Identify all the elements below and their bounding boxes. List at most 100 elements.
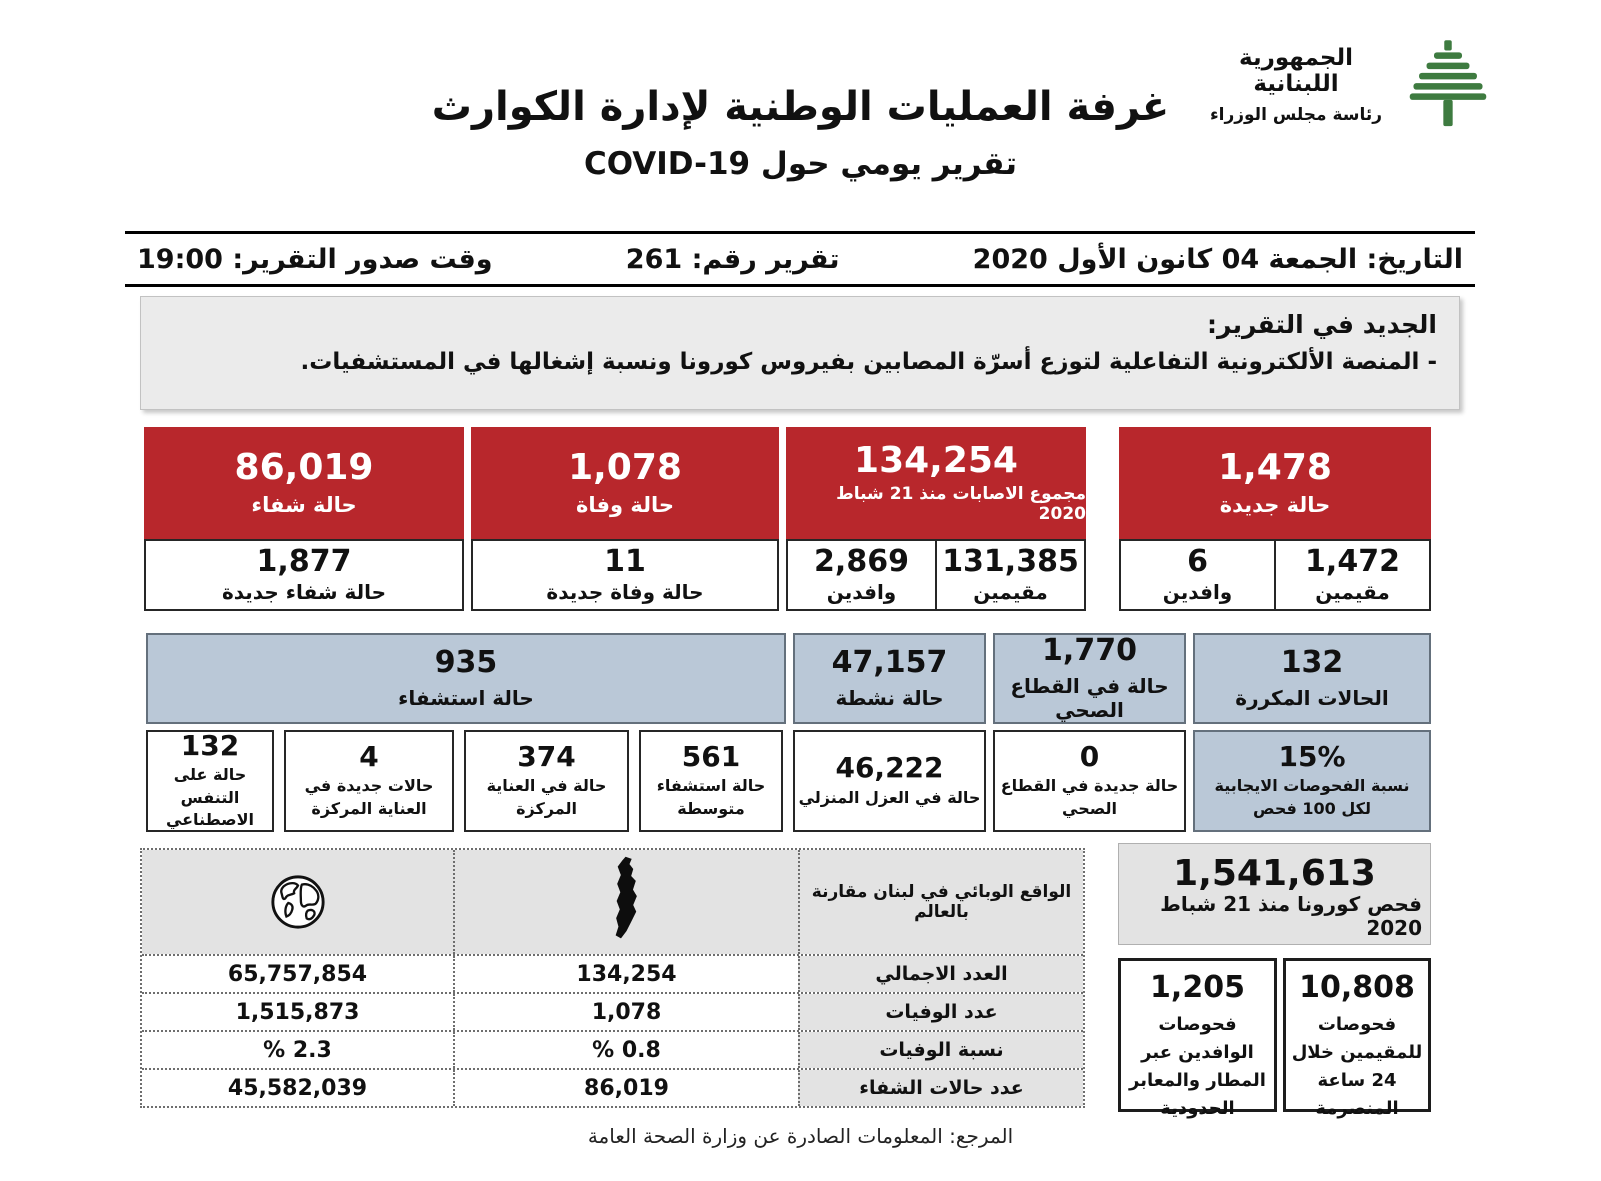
stat-box-new-icu-cases: 4 حالات جديدة في العناية المركزة xyxy=(284,730,454,832)
whats-new-item: - المنصة الألكترونية التفاعلية لتوزع أسر… xyxy=(300,349,1437,375)
total-residents-label: مقيمين xyxy=(973,579,1048,604)
icu-cases-label: حالة في العناية المركزة xyxy=(486,776,607,818)
detail-stats-row: 15% نسبة الفحوصات الايجابية لكل 100 فحص … xyxy=(140,730,1431,832)
lebanon-map-icon xyxy=(615,856,637,939)
stat-box-recurrent-cases: 132 الحالات المكررة xyxy=(1193,633,1431,724)
report-date: التاريخ: الجمعة 04 كانون الأول 2020 xyxy=(972,243,1463,275)
ventilator-cases-value: 132 xyxy=(180,728,240,762)
gov-logo-text: الجمهورية اللبنانية رئاسة مجلس الوزراء xyxy=(1198,45,1394,125)
total-lebanon-value: 134,254 xyxy=(453,956,798,992)
source-note: المرجع: المعلومات الصادرة عن وزارة الصحة… xyxy=(587,1124,1014,1148)
total-arrivals-value: 2,869 xyxy=(814,543,909,579)
stat-box-icu-cases: 374 حالة في العناية المركزة xyxy=(464,730,629,832)
world-comparison-table: الواقع الوبائي في لبنان مقارنة بالعالم ا… xyxy=(140,848,1085,1108)
globe-icon xyxy=(270,875,325,929)
total-world-value: 65,757,854 xyxy=(142,956,453,992)
new-recoveries-cell: 1,877 حالة شفاء جديدة xyxy=(144,539,464,611)
active-cases-label: حالة نشطة xyxy=(835,685,944,710)
comparison-row-total: العدد الاجمالي 134,254 65,757,854 xyxy=(142,954,1083,992)
new-cases-label: حالة جديدة xyxy=(1219,492,1331,517)
page-subtitle: تقرير يومي حول COVID-19 xyxy=(584,146,1017,182)
recoveries-world-value: 45,582,039 xyxy=(142,1070,453,1106)
total-cases-header: 134,254 مجموع الاصابات منذ 21 شباط 2020 xyxy=(786,427,1086,539)
recoveries-row-label: عدد حالات الشفاء xyxy=(798,1070,1083,1106)
new-residents-cell: 1,472 مقيمين xyxy=(1274,541,1429,609)
new-health-sector-label: حالة جديدة في القطاع الصحي xyxy=(1000,776,1179,818)
new-cases-value: 1,478 xyxy=(1218,446,1332,488)
home-isolation-label: حالة في العزل المنزلي xyxy=(798,787,981,807)
stat-box-moderate-hospitalization: 561 حالة استشفاء متوسطة xyxy=(639,730,783,832)
stat-box-ventilator-cases: 132 حالة على التنفس الاصطناعي xyxy=(146,730,274,832)
new-arrivals-label: وافدين xyxy=(1162,579,1233,604)
health-sector-cases-label: حالة في القطاع الصحي xyxy=(1010,673,1169,722)
deaths-row-label: عدد الوفيات xyxy=(798,994,1083,1030)
new-deaths-label: حالة وفاة جديدة xyxy=(546,579,704,604)
arrival-tests-label: فحوصات الوافدين عبر المطار والمعابر الحد… xyxy=(1129,1014,1266,1119)
recoveries-header: 86,019 حالة شفاء xyxy=(144,427,464,539)
report-issue-time: وقت صدور التقرير: 19:00 xyxy=(137,243,493,275)
new-health-sector-value: 0 xyxy=(1079,739,1100,773)
total-arrivals-label: وافدين xyxy=(826,579,897,604)
world-column-header xyxy=(142,850,453,954)
stat-box-active-cases: 47,157 حالة نشطة xyxy=(793,633,986,724)
resident-tests-value: 10,808 xyxy=(1299,970,1415,1005)
lebanon-column-header xyxy=(453,850,798,954)
new-icu-cases-value: 4 xyxy=(359,739,379,773)
recurrent-cases-label: الحالات المكررة xyxy=(1235,685,1389,710)
new-arrivals-value: 6 xyxy=(1187,543,1208,579)
cedar-icon xyxy=(1409,40,1487,127)
stat-box-positivity-rate: 15% نسبة الفحوصات الايجابية لكل 100 فحص xyxy=(1193,730,1431,832)
hospital-stats-row: 132 الحالات المكررة 1,770 حالة في القطاع… xyxy=(140,633,1431,724)
positivity-rate-label: نسبة الفحوصات الايجابية لكل 100 فحص xyxy=(1214,776,1410,818)
stat-box-home-isolation: 46,222 حالة في العزل المنزلي xyxy=(793,730,986,832)
new-recoveries-label: حالة شفاء جديدة xyxy=(221,579,387,604)
deaths-header: 1,078 حالة وفاة xyxy=(471,427,779,539)
deaths-world-value: 1,515,873 xyxy=(142,994,453,1030)
tests-breakdown-row: 10,808 فحوصات للمقيمين خلال 24 ساعة المن… xyxy=(1118,958,1431,1119)
whats-new-box: الجديد في التقرير: - المنصة الألكترونية … xyxy=(140,296,1460,410)
total-residents-value: 131,385 xyxy=(942,543,1079,579)
total-tests-value: 1,541,613 xyxy=(1173,853,1376,894)
ventilator-cases-label: حالة على التنفس الاصطناعي xyxy=(165,765,255,829)
new-deaths-cell: 11 حالة وفاة جديدة xyxy=(471,539,779,611)
arrival-tests-value: 1,205 xyxy=(1150,970,1245,1005)
new-cases-header: 1,478 حالة جديدة xyxy=(1119,427,1431,539)
total-tests-label: فحص كورونا منذ 21 شباط 2020 xyxy=(1160,892,1422,940)
hospitalized-cases-value: 935 xyxy=(434,644,498,680)
deaths-value: 1,078 xyxy=(568,446,682,488)
new-recoveries-value: 1,877 xyxy=(256,543,352,579)
comparison-row-recoveries: عدد حالات الشفاء 86,019 45,582,039 xyxy=(142,1068,1083,1106)
recoveries-value: 86,019 xyxy=(234,446,374,488)
page-title: غرفة العمليات الوطنية لإدارة الكوارث xyxy=(431,84,1170,130)
stat-box-new-health-sector-cases: 0 حالة جديدة في القطاع الصحي xyxy=(993,730,1186,832)
stat-box-health-sector-cases: 1,770 حالة في القطاع الصحي xyxy=(993,633,1186,724)
death-rate-lebanon-value: 0.8 % xyxy=(453,1032,798,1068)
total-cases-label: مجموع الاصابات منذ 21 شباط 2020 xyxy=(836,483,1086,524)
resident-tests-box: 10,808 فحوصات للمقيمين خلال 24 ساعة المن… xyxy=(1283,958,1431,1119)
total-tests-box: 1,541,613 فحص كورونا منذ 21 شباط 2020 xyxy=(1118,843,1431,945)
death-rate-world-value: 2.3 % xyxy=(142,1032,453,1068)
report-header: غرفة العمليات الوطنية لإدارة الكوارث تقر… xyxy=(0,84,1601,182)
recurrent-cases-value: 132 xyxy=(1280,644,1344,680)
resident-tests-label: فحوصات للمقيمين خلال 24 ساعة المنصرمة xyxy=(1291,1014,1423,1119)
home-isolation-value: 46,222 xyxy=(835,751,944,785)
active-cases-value: 47,157 xyxy=(831,644,948,680)
new-arrivals-cell: 6 وافدين xyxy=(1121,541,1274,609)
stat-card-recoveries: 86,019 حالة شفاء 1,877 حالة شفاء جديدة xyxy=(144,427,464,611)
report-number: تقرير رقم: 261 xyxy=(625,243,840,275)
positivity-rate-value: 15% xyxy=(1278,739,1346,773)
republic-name: الجمهورية اللبنانية xyxy=(1239,45,1353,97)
hospitalized-cases-label: حالة استشفاء xyxy=(398,685,534,710)
whats-new-heading: الجديد في التقرير: xyxy=(1207,310,1437,339)
health-sector-cases-value: 1,770 xyxy=(1042,632,1137,668)
total-row-label: العدد الاجمالي xyxy=(798,956,1083,992)
deaths-lebanon-value: 1,078 xyxy=(453,994,798,1030)
total-residents-cell: 131,385 مقيمين xyxy=(935,541,1084,609)
icu-cases-value: 374 xyxy=(517,739,576,773)
total-cases-value: 134,254 xyxy=(854,439,1018,481)
death-rate-row-label: نسبة الوفيات xyxy=(798,1032,1083,1068)
deaths-label: حالة وفاة xyxy=(575,492,675,517)
stat-cards-row: 1,478 حالة جديدة 1,472 مقيمين 6 وافدين 1… xyxy=(140,427,1431,611)
comparison-title-cell: الواقع الوبائي في لبنان مقارنة بالعالم xyxy=(798,850,1083,954)
